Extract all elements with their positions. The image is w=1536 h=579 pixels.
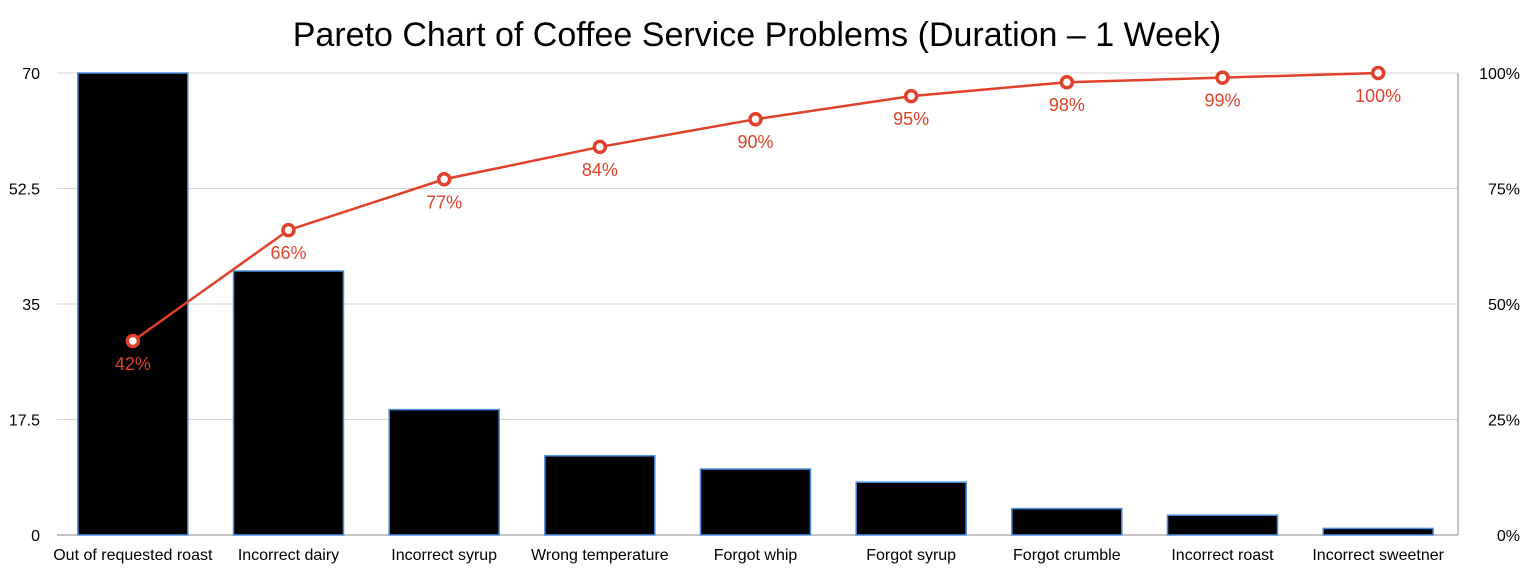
cumulative-label: 98%	[1049, 95, 1085, 115]
cumulative-point	[748, 111, 763, 127]
y2-tick-label: 75%	[1488, 182, 1520, 199]
y-tick-label: 52.5	[9, 182, 40, 199]
cumulative-label: 95%	[893, 109, 929, 129]
bar	[855, 481, 967, 536]
y2-tick-label: 50%	[1488, 297, 1520, 314]
bar	[1322, 527, 1434, 536]
bar	[699, 468, 812, 536]
cumulative-label: 66%	[270, 243, 306, 263]
x-tick-label: Forgot whip	[714, 547, 798, 564]
y-tick-label: 35	[22, 297, 40, 314]
cumulative-point	[281, 222, 296, 238]
cumulative-point	[903, 88, 919, 104]
bar	[1166, 514, 1279, 536]
cumulative-label: 100%	[1355, 86, 1401, 106]
y-tick-label: 17.5	[9, 413, 40, 430]
x-tick-label: Wrong temperature	[531, 547, 669, 564]
bar	[544, 455, 656, 536]
cumulative-point	[1215, 70, 1230, 85]
cumulative-point	[1059, 74, 1075, 90]
cumulative-point	[436, 172, 452, 187]
y2-tick-label: 0%	[1497, 528, 1520, 545]
bar	[388, 408, 500, 536]
x-tick-label: Incorrect dairy	[238, 547, 339, 564]
cumulative-label: 90%	[737, 132, 773, 152]
cumulative-label: 99%	[1204, 91, 1240, 111]
bar	[232, 270, 345, 536]
x-tick-label: Incorrect sweetner	[1312, 547, 1444, 564]
x-tick-label: Incorrect roast	[1171, 547, 1274, 564]
x-tick-label: Out of requested roast	[53, 547, 213, 564]
y2-tick-label: 100%	[1479, 66, 1520, 83]
cumulative-point	[592, 139, 608, 155]
cumulative-point	[1370, 65, 1386, 81]
y-tick-label: 70	[22, 66, 40, 83]
bar	[77, 72, 189, 536]
x-tick-label: Forgot crumble	[1013, 547, 1121, 564]
x-tick-label: Forgot syrup	[866, 547, 956, 564]
cumulative-label: 84%	[582, 160, 618, 180]
y2-tick-label: 25%	[1488, 413, 1520, 430]
bar	[1011, 507, 1123, 536]
cumulative-label: 77%	[426, 192, 462, 212]
chart-title: Pareto Chart of Coffee Service Problems …	[293, 16, 1222, 54]
cumulative-label: 42%	[115, 354, 151, 374]
x-tick-label: Incorrect syrup	[391, 547, 497, 564]
y-tick-label: 0	[31, 528, 40, 545]
cumulative-point	[125, 333, 141, 349]
